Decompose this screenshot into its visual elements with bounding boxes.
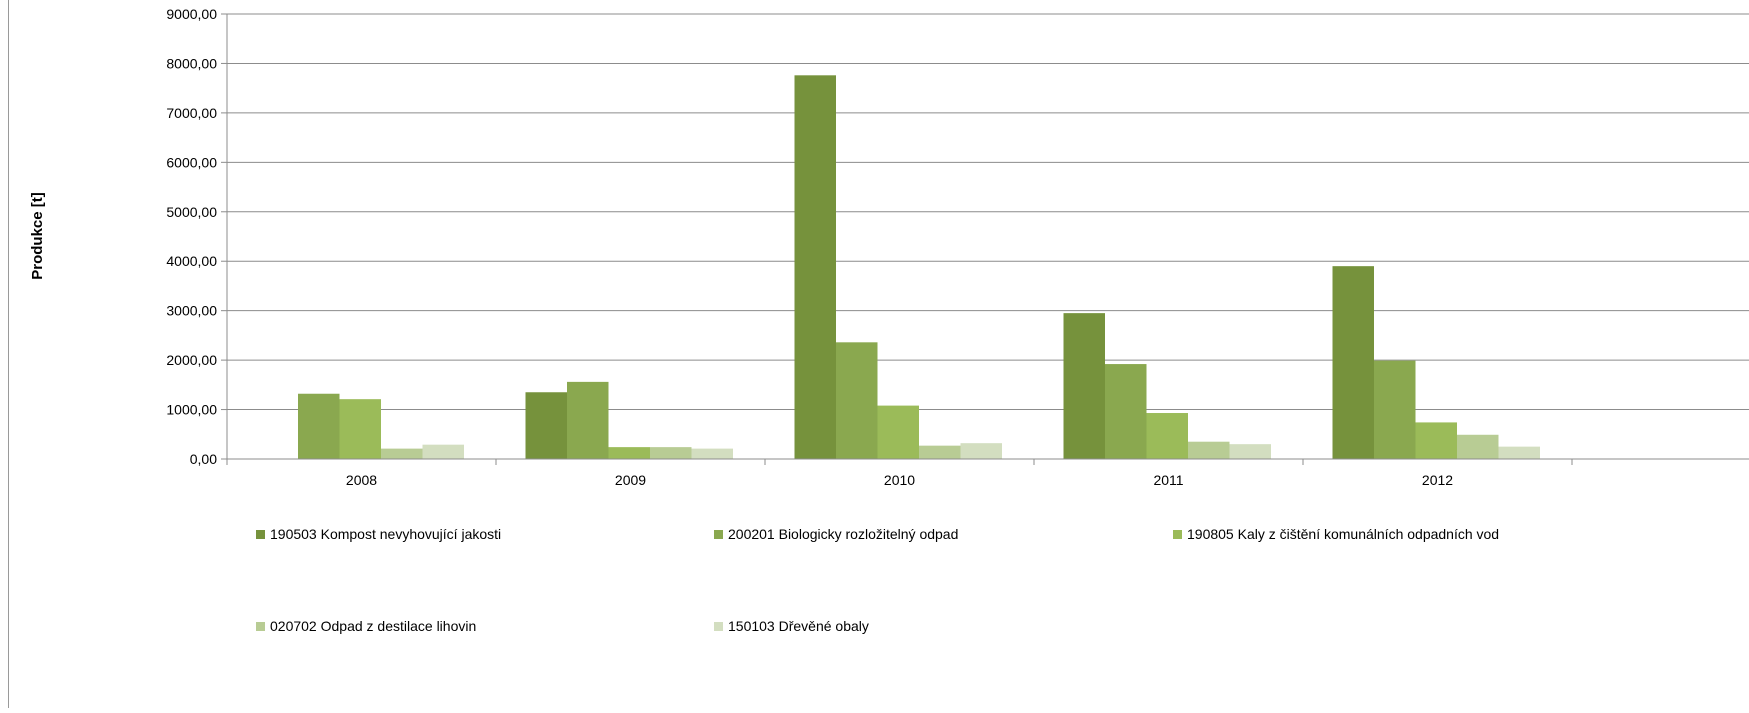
legend-swatch: [714, 530, 723, 539]
bar: [1105, 364, 1147, 459]
bar: [339, 399, 381, 459]
bar: [877, 405, 919, 459]
bar: [650, 447, 692, 459]
legend-label: 190805 Kaly z čištění komunálních odpadn…: [1187, 526, 1499, 542]
gridlines: [227, 13, 1749, 460]
bar: [1146, 413, 1188, 459]
y-axis-label: Produkce [t]: [29, 192, 46, 280]
bar: [794, 75, 836, 460]
legend-label: 190503 Kompost nevyhovující jakosti: [270, 526, 501, 542]
y-tick-label: 8000,00: [166, 55, 217, 71]
x-tick-label: 2010: [884, 472, 915, 488]
bar: [1063, 313, 1105, 459]
legend-label: 150103 Dřevěné obaly: [728, 618, 869, 634]
bar: [919, 445, 961, 459]
x-tick-label: 2008: [346, 472, 377, 488]
bar: [381, 448, 423, 459]
legend-swatch: [1173, 530, 1182, 539]
bar: [691, 448, 733, 459]
bar: [836, 342, 878, 459]
y-tick-label: 4000,00: [166, 253, 217, 269]
legend: 190503 Kompost nevyhovující jakosti 20020…: [256, 526, 1499, 634]
bar: [1332, 266, 1374, 459]
x-tick-label: 2009: [615, 472, 646, 488]
axes: 0,00 1000,00 2000,00 3000,00 4000,00 5000,00 6…: [166, 6, 1749, 488]
y-tick-label: 0,00: [190, 451, 217, 467]
y-tick-label: 1000,00: [166, 402, 217, 418]
bar: [298, 393, 340, 459]
y-tick-label: 7000,00: [166, 105, 217, 121]
bar: [1415, 422, 1457, 459]
bar: [567, 381, 609, 459]
bar: [608, 447, 650, 459]
bar: [1457, 434, 1499, 459]
bar: [422, 444, 464, 459]
bar: [1229, 444, 1271, 459]
y-tick-label: 9000,00: [166, 6, 217, 22]
bar: [1188, 441, 1230, 459]
legend-label: 020702 Odpad z destilace lihovin: [270, 618, 476, 634]
legend-swatch: [256, 530, 265, 539]
legend-label: 200201 Biologicky rozložitelný odpad: [728, 526, 958, 542]
bar: [525, 392, 567, 459]
bars: [298, 75, 1540, 460]
y-tick-label: 2000,00: [166, 352, 217, 368]
legend-swatch: [714, 622, 723, 631]
bar: [1498, 446, 1540, 459]
x-tick-label: 2011: [1153, 472, 1183, 488]
bar: [960, 443, 1002, 459]
legend-swatch: [256, 622, 265, 631]
x-tick-label: 2012: [1422, 472, 1453, 488]
y-tick-label: 3000,00: [166, 303, 217, 319]
y-tick-label: 6000,00: [166, 154, 217, 170]
bar: [1374, 360, 1416, 459]
chart-frame-border: [8, 0, 9, 708]
y-tick-label: 5000,00: [166, 204, 217, 220]
